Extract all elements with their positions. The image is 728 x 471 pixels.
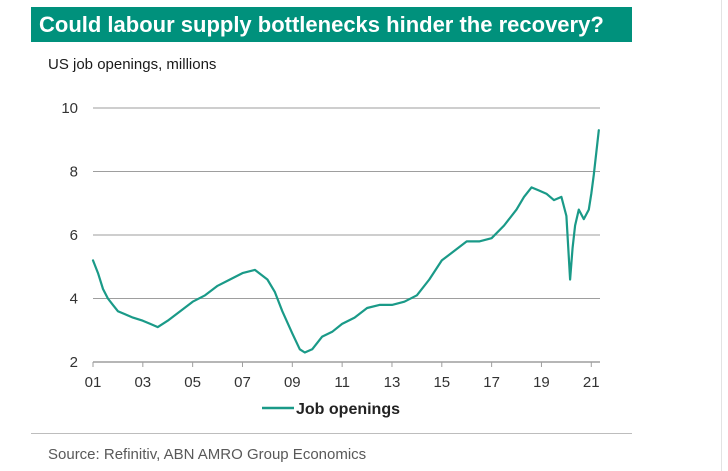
x-tick-label: 09 bbox=[284, 374, 301, 391]
x-tick-label: 15 bbox=[433, 374, 450, 391]
chart-title: Could labour supply bottlenecks hinder t… bbox=[39, 11, 604, 37]
page-edge-rule bbox=[721, 0, 722, 471]
chart-subtitle: US job openings, millions bbox=[48, 56, 217, 73]
y-tick-label: 4 bbox=[70, 291, 78, 308]
series-line-job-openings bbox=[91, 129, 600, 354]
x-tick-label: 21 bbox=[583, 374, 600, 391]
x-tick-label: 05 bbox=[184, 374, 201, 391]
y-tick-label: 10 bbox=[61, 100, 78, 117]
source-divider bbox=[31, 433, 632, 434]
x-tick-label: 03 bbox=[134, 374, 151, 391]
x-tick-label: 01 bbox=[85, 374, 102, 391]
legend-label: Job openings bbox=[296, 401, 400, 418]
x-tick-label: 07 bbox=[234, 374, 251, 391]
y-tick-label: 8 bbox=[70, 164, 78, 181]
x-tick-label: 19 bbox=[533, 374, 550, 391]
x-tick-label: 11 bbox=[334, 374, 350, 391]
title-banner: Could labour supply bottlenecks hinder t… bbox=[31, 7, 632, 42]
source-note: Source: Refinitiv, ABN AMRO Group Econom… bbox=[48, 446, 367, 463]
y-tick-label: 2 bbox=[70, 354, 78, 371]
y-tick-label: 6 bbox=[70, 227, 78, 244]
x-tick-label: 17 bbox=[483, 374, 500, 391]
x-tick-label: 13 bbox=[384, 374, 401, 391]
